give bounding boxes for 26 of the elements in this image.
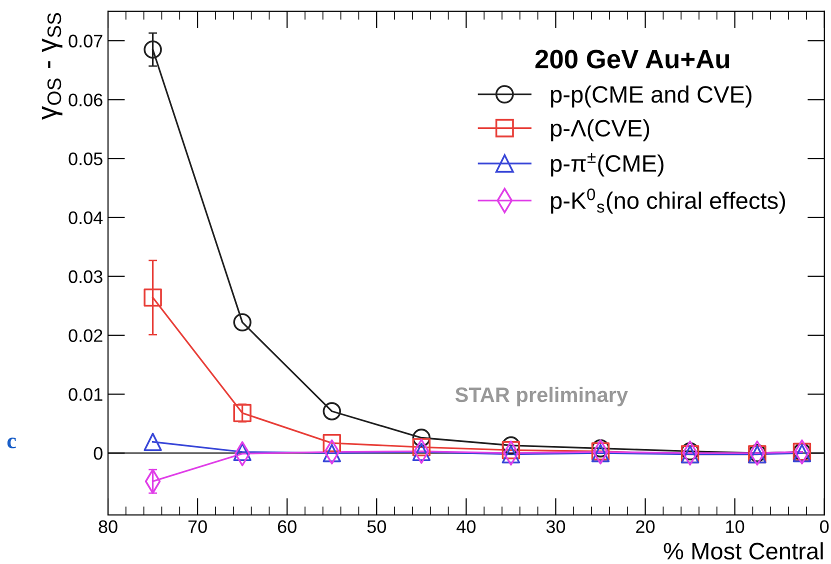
x-tick-label: 20 [636, 520, 655, 534]
y-tick-label: 0.03 [68, 270, 102, 284]
y-tick-label: 0.04 [68, 211, 103, 224]
y-tick-label: 0.07 [68, 34, 102, 48]
x-tick-label: 60 [278, 520, 296, 534]
legend-label: p-K$^{0}$$_{s}$(no chiral effects) [551, 188, 786, 214]
y-tick-label: 0.05 [68, 152, 102, 166]
text: c [7, 438, 16, 448]
x-tick-label: 70 [188, 520, 207, 534]
y-tick-label: 0.02 [68, 329, 102, 342]
x-tick-label: 50 [367, 520, 386, 534]
x-axis-title: % Most Central [664, 542, 823, 560]
legend-label: p-Λ(CVE) [551, 119, 650, 142]
legend-label: p-p(CME and CVE) [551, 85, 752, 108]
legend-label: p-π$^{±}$(CME) [551, 153, 664, 177]
x-tick-label: 0 [820, 520, 829, 534]
y-tick-label: 0.01 [68, 388, 102, 401]
y-tick-label: 0 [94, 447, 102, 460]
x-tick-label: 10 [726, 520, 744, 534]
y-tick-label: 0.06 [68, 94, 102, 106]
y-axis-title: γ$_{OS}$ - γ$_{SS}$ [42, 13, 62, 120]
annotation: STAR preliminary [455, 386, 628, 406]
x-tick-label: 30 [546, 520, 566, 534]
x-tick-label: 40 [456, 520, 476, 534]
legend-title: 200 GeV Au+Au [535, 50, 730, 68]
x-tick-label: 80 [98, 520, 118, 534]
